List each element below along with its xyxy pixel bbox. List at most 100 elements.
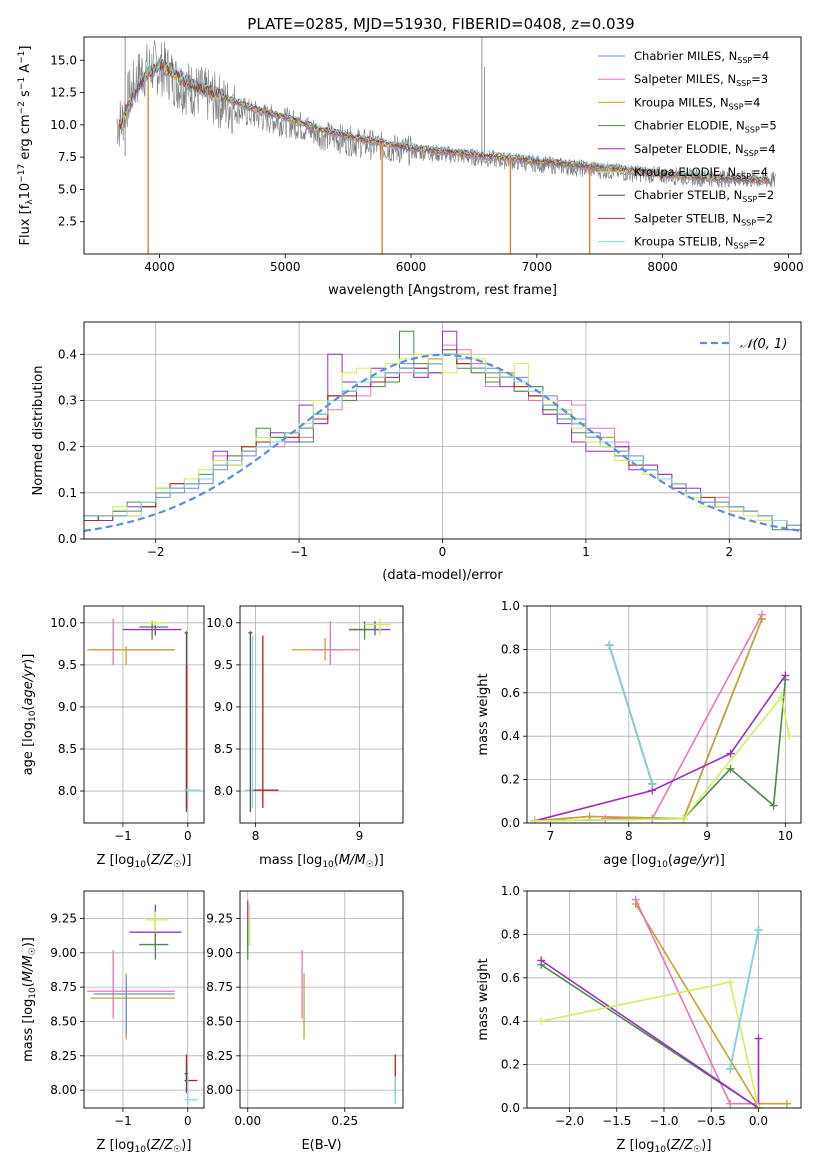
x-tick-label: 8 — [252, 829, 260, 843]
chart-spectrum: 4000 5000 6000 7000 8000 9000 2.5 5.0 7.5 10.0 12.… — [17, 36, 804, 298]
x-tick-label: −1.0 — [649, 1114, 678, 1128]
chart-age-vs-metallicity: −1 0 8.0 8.5 9.0 9.5 10.0 Z [log10(Z/Z☉)] age [l… — [21, 605, 205, 870]
axes-frame — [83, 890, 205, 1109]
mass-weight-marker — [537, 956, 546, 965]
y-tick-label: 0.4 — [58, 347, 77, 361]
y-tick-label: 9.00 — [206, 946, 233, 960]
mass-weight-marker — [585, 812, 594, 821]
x-axis-label: Z [log10(Z/Z☉)] — [97, 853, 192, 870]
chart-mass-weight-vs-age: 7 8 9 10 0.0 0.2 0.4 0.6 0.8 1.0 age [log10(age/yr… — [476, 599, 802, 870]
x-axis-label: wavelength [Angstrom, rest frame] — [328, 283, 557, 298]
legend-entry: Kroupa ELODIE, NSSP=4 — [634, 165, 768, 181]
y-axis-label: mass weight — [476, 958, 491, 1040]
x-tick-label: 0 — [184, 1114, 192, 1128]
mass-weight-marker — [754, 1104, 763, 1108]
y-tick-label: 0.4 — [501, 1014, 520, 1028]
x-tick-label: 0 — [439, 545, 447, 559]
y-axis-label: Flux [fλ10−17 erg cm−2 s−1 A−1] — [17, 46, 35, 246]
mass-weight-line — [534, 679, 787, 822]
axes-frame — [83, 321, 802, 540]
mass-weight-marker — [781, 671, 790, 680]
mass-weight-marker — [777, 693, 786, 702]
legend-entry: Salpeter ELODIE, NSSP=4 — [634, 142, 776, 158]
y-tick-label: 9.25 — [206, 911, 233, 925]
y-tick-label: 10.0 — [50, 118, 77, 132]
x-tick-label: 7000 — [522, 260, 553, 274]
y-tick-label: 9.00 — [50, 946, 77, 960]
mass-weight-marker — [530, 816, 539, 823]
x-tick-label: 0.25 — [331, 1114, 358, 1128]
x-tick-label: 0.00 — [234, 1114, 261, 1128]
mass-weight-marker — [631, 895, 640, 904]
mass-weight-line — [534, 618, 763, 822]
axes-frame — [83, 36, 802, 255]
mass-weight-marker — [785, 732, 794, 741]
y-tick-label: 15.0 — [50, 53, 77, 67]
mass-weight-marker — [782, 1099, 791, 1108]
axes-frame — [526, 605, 802, 824]
y-tick-label: 8.5 — [58, 742, 77, 756]
x-axis-label: Z [log10(Z/Z☉)] — [97, 1138, 192, 1155]
legend-entry: Chabrier STELIB, NSSP=2 — [634, 188, 774, 204]
y-tick-label: 8.25 — [50, 1049, 77, 1063]
error-bar-point — [248, 631, 253, 813]
error-bar-point — [364, 618, 391, 636]
mass-weight-line — [634, 899, 759, 1105]
axes-frame — [526, 890, 802, 1109]
x-axis-label: (data-model)/error — [382, 568, 503, 583]
mass-weight-line — [534, 674, 786, 822]
error-bar-point — [184, 786, 201, 800]
mass-weight-marker — [754, 1034, 763, 1043]
model-spectrum-line — [118, 56, 770, 182]
x-tick-label: −1.5 — [602, 1114, 631, 1128]
residual-histogram — [84, 353, 801, 526]
error-bar-point — [139, 621, 169, 640]
y-tick-label: 0.0 — [58, 532, 77, 546]
x-tick-label: 9 — [703, 829, 711, 843]
legend: Chabrier MILES, NSSP=4 Salpeter MILES, NS… — [598, 49, 777, 251]
mass-weight-marker — [601, 814, 610, 823]
y-tick-label: 8.50 — [206, 1014, 233, 1028]
x-tick-label: −2 — [147, 545, 165, 559]
error-bar-point — [312, 621, 360, 665]
x-tick-label: 10 — [778, 829, 793, 843]
legend-entry: Salpeter MILES, NSSP=3 — [634, 72, 768, 88]
y-tick-label: 5.0 — [58, 182, 77, 196]
x-tick-label: 2 — [725, 545, 733, 559]
y-tick-label: 8.00 — [206, 1083, 233, 1097]
y-tick-label: 1.0 — [501, 884, 520, 898]
normal-distribution-curve — [84, 353, 801, 532]
x-tick-label: 1 — [582, 545, 590, 559]
y-tick-label: 0.2 — [58, 440, 77, 454]
x-axis-label: mass [log10(M/M☉)] — [259, 853, 384, 870]
mass-weight-marker — [757, 615, 766, 624]
y-tick-label: 0.2 — [501, 1058, 520, 1072]
mass-weight-marker — [769, 801, 778, 810]
x-tick-label: −0.5 — [697, 1114, 726, 1128]
axes-frame — [239, 605, 404, 824]
y-tick-label: 8.75 — [206, 980, 233, 994]
legend-entry: Chabrier MILES, NSSP=4 — [634, 49, 769, 65]
chart-mass-vs-extinction: 0.00 0.25 8.00 8.25 8.50 8.75 9.00 9.25 E(B-V) — [206, 890, 404, 1153]
mass-weight-marker — [754, 926, 763, 935]
x-tick-label: 5000 — [270, 260, 301, 274]
mass-weight-marker — [726, 1064, 735, 1073]
legend-entry: Salpeter STELIB, NSSP=2 — [634, 211, 773, 227]
mass-weight-line — [729, 929, 760, 1070]
error-bar-point — [184, 1076, 198, 1104]
y-tick-label: 0.0 — [501, 1101, 520, 1115]
axes-frame — [239, 890, 404, 1109]
x-tick-label: 4000 — [144, 260, 175, 274]
x-tick-label: 8000 — [647, 260, 678, 274]
x-axis-label: age [log10(age/yr)] — [603, 853, 725, 870]
y-tick-label: 0.6 — [501, 686, 520, 700]
error-bar-point — [90, 973, 175, 1040]
spectrum-plot-area — [116, 37, 777, 254]
legend-entry: Chabrier ELODIE, NSSP=5 — [634, 119, 777, 135]
error-bar-point — [184, 1065, 188, 1084]
y-tick-label: 0.3 — [58, 393, 77, 407]
y-tick-label: 10.0 — [50, 616, 77, 630]
x-tick-label: 6000 — [396, 260, 427, 274]
y-tick-label: 0.0 — [501, 816, 520, 830]
